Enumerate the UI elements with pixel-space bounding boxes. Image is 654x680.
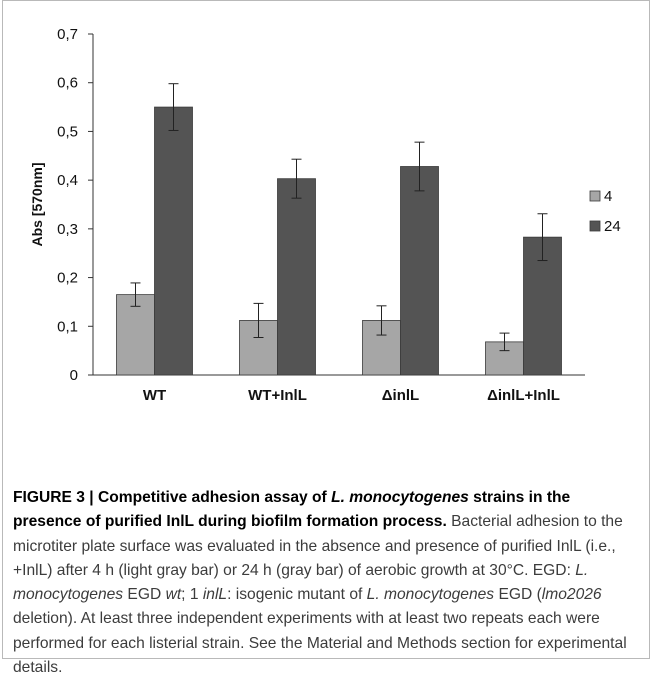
caption-body-3: ; 1 [181,586,203,604]
caption-title-b: strains in the presence of purified InlL… [13,489,571,531]
caption-lmo: lmo2026 [541,586,602,604]
legend-swatch-24 [589,220,601,232]
bar-24 [154,106,193,376]
legend-label-4: 4 [604,188,612,205]
y-tick-label: 0,2 [57,270,78,287]
legend-swatch-4 [589,190,601,202]
caption-body-4: : isogenic mutant of [227,586,367,604]
bar-24 [277,178,316,376]
caption-species-1: L. monocytogenes [13,561,589,604]
caption-wt: wt [165,586,182,604]
caption-body-1: Bacterial adhesion to the microtiter pla… [13,513,623,579]
caption-body-6: deletion). At least three independent ex… [13,610,627,677]
bar-4 [239,320,278,376]
y-tick-label: 0,6 [57,75,78,92]
y-axis-title: Abs [570nm] [29,162,45,246]
bar-4 [116,294,155,376]
x-tick-label: ΔinlL+InlL [487,387,560,404]
y-tick-label: 0,4 [57,172,78,189]
bar-24 [400,166,439,376]
caption-inll: inlL [202,586,228,604]
x-tick-label: ΔinlL [382,387,419,404]
y-tick-label: 0,1 [57,318,78,335]
caption-body-5: EGD ( [494,586,542,604]
caption-body-2: EGD [123,586,166,604]
bar-chart: 0 0,1 0,2 0,3 0,4 0,5 0,6 0,7 Abs [570nm] WT WT+In… [29,26,621,404]
caption-title-a: Competitive adhesion assay of [97,489,332,506]
y-tick-label: 0,5 [57,123,78,140]
legend-label-24: 24 [604,218,621,235]
y-tick-label: 0,3 [57,221,78,238]
x-tick-label: WT+InlL [248,387,307,404]
figure-caption: FIGURE 3 | Competitive adhesion assay of… [13,486,641,680]
y-tick-label: 0 [70,367,78,384]
y-tick-label: 0,7 [57,26,78,43]
caption-label: FIGURE 3 | [13,489,98,506]
caption-title-species: L. monocytogenes [331,489,469,506]
x-tick-label: WT [143,387,166,404]
caption-species-2: L. monocytogenes [366,586,495,604]
